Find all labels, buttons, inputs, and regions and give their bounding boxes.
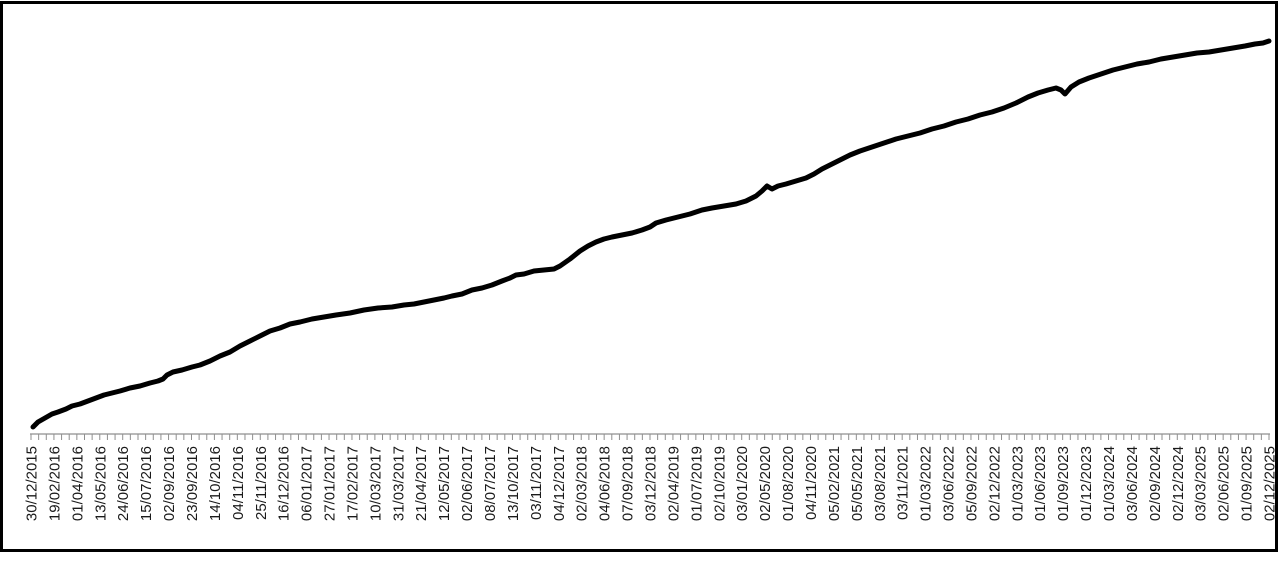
x-axis-date-label: 01/09/2023 (1055, 446, 1072, 521)
x-axis-date-label: 16/12/2016 (276, 446, 293, 521)
x-axis-date-label: 31/03/2017 (390, 446, 407, 521)
x-axis-date-label: 07/09/2018 (620, 446, 637, 521)
x-axis-date-label: 05/09/2022 (963, 446, 980, 521)
data-series (30, 38, 1272, 430)
x-axis-date-label: 03/03/2025 (1193, 446, 1210, 521)
x-axis-date-label: 02/12/2025 (1262, 446, 1276, 521)
x-axis-date-label: 03/08/2021 (872, 446, 889, 521)
x-axis-date-label: 24/06/2016 (115, 446, 132, 521)
x-axis-date-label: 02/12/2024 (1170, 446, 1187, 521)
x-axis-date-label: 13/05/2016 (92, 446, 109, 521)
x-axis-date-label: 01/03/2023 (1009, 446, 1026, 521)
x-axis-date-label: 01/12/2023 (1078, 446, 1095, 521)
cumulative-series-line (30, 38, 1272, 430)
x-axis-date-label: 03/11/2017 (528, 446, 545, 520)
x-axis-date-label: 02/09/2024 (1147, 446, 1164, 521)
x-axis-date-label: 17/02/2017 (344, 446, 361, 521)
x-axis-date-label: 12/05/2017 (436, 446, 453, 521)
x-axis-date-label: 01/07/2019 (688, 446, 705, 521)
x-axis-date-label: 01/08/2020 (780, 446, 797, 521)
x-axis-date-label: 03/11/2021 (895, 446, 912, 520)
x-axis-date-label: 19/02/2016 (46, 446, 63, 521)
x-axis-date-label: 02/04/2019 (665, 446, 682, 521)
x-axis-date-label: 04/11/2016 (230, 446, 247, 520)
x-axis-date-label: 05/02/2021 (826, 446, 843, 521)
x-axis-date-label: 03/12/2018 (643, 446, 660, 521)
x-axis-date-label: 02/10/2019 (711, 446, 728, 521)
x-axis-date-label: 08/07/2017 (482, 446, 499, 521)
x-axis-date-label: 15/07/2016 (138, 446, 155, 521)
x-axis-date-label: 02/06/2017 (459, 446, 476, 521)
x-axis-date-label: 01/09/2025 (1239, 446, 1256, 521)
line-chart-canvas: 30/12/2015 19/02/2016 01/04/2016 13/05/2016… (24, 38, 1276, 521)
x-axis-date-label: 02/03/2018 (574, 446, 591, 521)
x-axis-date-label: 01/06/2023 (1032, 446, 1049, 521)
x-axis-date-label: 10/03/2017 (367, 446, 384, 521)
chart-frame: 30/12/2015 19/02/2016 01/04/2016 13/05/2016… (0, 1, 1278, 552)
x-axis-date-label: 03/06/2024 (1124, 446, 1141, 521)
x-axis-date-label: 03/01/2020 (734, 446, 751, 521)
x-axis-date-label: 27/01/2017 (322, 446, 339, 521)
x-axis-date-label: 14/10/2016 (207, 446, 224, 521)
x-axis-date-label: 01/03/2022 (918, 446, 935, 521)
x-axis-date-label: 05/05/2021 (849, 446, 866, 521)
x-axis-labels: 30/12/2015 19/02/2016 01/04/2016 13/05/2016… (24, 446, 1276, 521)
x-axis-date-label: 04/06/2018 (597, 446, 614, 521)
x-axis-date-label: 30/12/2015 (24, 446, 41, 521)
x-axis-date-label: 06/01/2017 (299, 446, 316, 521)
x-axis-date-label: 25/11/2016 (253, 446, 270, 520)
x-axis-date-label: 23/09/2016 (184, 446, 201, 521)
x-axis-date-label: 04/11/2020 (803, 446, 820, 520)
x-axis-date-label: 21/04/2017 (413, 446, 430, 521)
x-axis-date-label: 01/03/2024 (1101, 446, 1118, 521)
x-axis-date-label: 03/06/2022 (941, 446, 958, 521)
x-axis-date-label: 01/04/2016 (69, 446, 86, 521)
x-axis-date-label: 02/05/2020 (757, 446, 774, 521)
x-axis-date-label: 04/12/2017 (551, 446, 568, 521)
x-axis-date-label: 02/12/2022 (986, 446, 1003, 521)
x-axis-date-label: 02/06/2025 (1216, 446, 1233, 521)
x-axis-date-label: 13/10/2017 (505, 446, 522, 521)
x-axis-ticks (30, 434, 1270, 440)
x-axis-date-label: 02/09/2016 (161, 446, 178, 521)
